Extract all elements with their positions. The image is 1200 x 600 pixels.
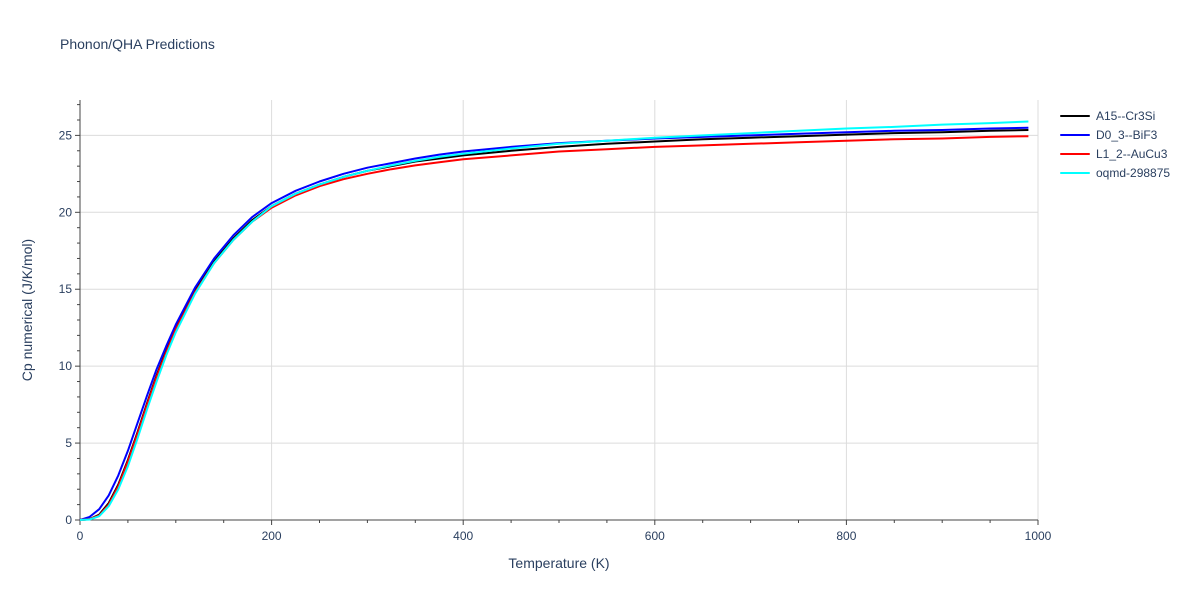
legend-label: L1_2--AuCu3 [1096,146,1168,161]
y-tick-label: 20 [59,205,73,219]
y-axis-label: Cp numerical (J/K/mol) [19,239,35,381]
legend-swatch [1060,171,1090,174]
series-line-a15-cr3si[interactable] [79,129,1029,521]
y-tick-label: 10 [59,359,73,373]
x-tick-label: 200 [262,529,282,543]
plot-area[interactable] [79,120,1029,521]
y-tick-label: 0 [65,513,72,527]
series-line-d0-3-bif3[interactable] [79,126,1029,521]
legend-swatch [1060,114,1090,117]
grid-lines [80,100,1039,520]
legend-swatch [1060,133,1090,136]
x-axis-label: Temperature (K) [508,555,609,571]
series-line-l1-2-aucu3[interactable] [79,135,1029,521]
legend-label: oqmd-298875 [1096,165,1171,180]
legend-item[interactable]: A15--Cr3Si [1060,106,1170,125]
x-tick-label: 1000 [1025,529,1052,543]
tick-labels: 0 200 400 600 800 1000 0 5 10 15 20 25 [59,128,1052,543]
x-tick-label: 400 [453,529,473,543]
legend: A15--Cr3Si D0_3--BiF3 L1_2--AuCu3 oqmd-2988… [1060,106,1170,182]
y-tick-label: 25 [59,128,73,142]
legend-item[interactable]: D0_3--BiF3 [1060,125,1170,144]
legend-item[interactable]: oqmd-298875 [1060,163,1170,182]
legend-label: D0_3--BiF3 [1096,127,1158,142]
legend-item[interactable]: L1_2--AuCu3 [1060,144,1170,163]
series-line-oqmd-298875[interactable] [79,120,1029,521]
legend-label: A15--Cr3Si [1096,108,1156,123]
chart-title: Phonon/QHA Predictions [60,36,215,52]
x-tick-label: 600 [645,529,665,543]
y-tick-label: 15 [59,282,73,296]
x-tick-label: 800 [836,529,856,543]
axes [75,100,1039,525]
y-tick-label: 5 [65,436,72,450]
legend-swatch [1060,152,1090,155]
x-tick-label: 0 [77,529,84,543]
